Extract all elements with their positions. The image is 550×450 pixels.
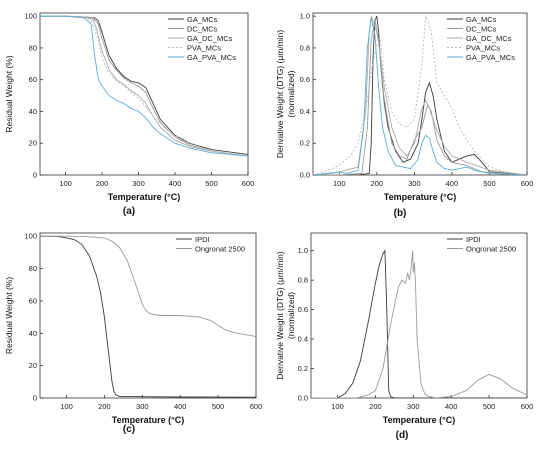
series-line-pva-mcs — [40, 15, 248, 157]
x-tick-label: 400 — [445, 402, 458, 411]
y-axis-label: (normalized) — [286, 292, 296, 339]
x-axis-label: Temperature (°C) — [383, 415, 455, 425]
y-tick-label: 40 — [29, 329, 37, 338]
series-line-ga-pva-mcs — [40, 15, 248, 157]
y-axis-label: Derivative Weight (DTG) (μm/min) — [275, 251, 285, 380]
series-line-ga-dc-mcs — [40, 15, 248, 157]
legend-label: GA_MCs — [466, 15, 497, 24]
series-line-ga-pva-mcs — [313, 17, 527, 175]
y-axis-label: Residual Weight (%) — [4, 277, 14, 354]
y-tick-label: 1.0 — [300, 12, 310, 21]
y-tick-label: 100 — [24, 12, 37, 21]
legend-label: PVA_MCs — [187, 44, 221, 53]
y-tick-label: 80 — [29, 43, 37, 52]
legend-label: Ongronat 2500 — [466, 245, 516, 254]
y-tick-label: 0 — [33, 394, 37, 403]
legend-label: IPDI — [466, 235, 481, 244]
y-tick-label: 0.6 — [300, 75, 310, 84]
panel-d: 100 200 300 400 500 600 0.0 0.2 0.4 0.6 0.8 1.0 Temp… — [275, 232, 534, 441]
legend-label: PVA_MCs — [466, 44, 500, 53]
plot-frame — [310, 232, 528, 399]
y-tick-label: 0.2 — [298, 364, 308, 373]
y-tick-label: 0.2 — [300, 139, 310, 148]
x-axis-label: Temperature (°C) — [384, 192, 456, 202]
plot-frame — [39, 232, 257, 399]
x-tick-label: 500 — [205, 179, 218, 188]
plot-frame — [39, 12, 249, 176]
panel-label: (c) — [123, 424, 135, 435]
y-axis-label: Residual Weight (%) — [4, 55, 14, 132]
x-tick-label: 400 — [174, 402, 187, 411]
x-tick-label: 200 — [96, 179, 109, 188]
series-line-ongronat-2500 — [311, 250, 527, 398]
x-tick-label: 500 — [483, 402, 496, 411]
x-tick-label: 300 — [136, 402, 149, 411]
x-tick-label: 100 — [59, 179, 72, 188]
y-tick-label: 100 — [24, 232, 37, 241]
y-tick-label: 0.4 — [298, 335, 308, 344]
x-tick-label: 300 — [407, 402, 420, 411]
x-tick-label: 600 — [521, 179, 534, 188]
legend-label: DC_MCs — [466, 25, 497, 34]
x-tick-label: 200 — [369, 402, 382, 411]
series-line-dc-mcs — [40, 15, 248, 157]
x-tick-label: 100 — [333, 179, 346, 188]
series-line-ipdi — [311, 249, 527, 398]
x-tick-label: 200 — [98, 402, 111, 411]
x-tick-label: 200 — [371, 179, 384, 188]
legend-label: GA_MCs — [187, 15, 218, 24]
x-tick-label: 600 — [250, 402, 263, 411]
legend-label: GA_DC_MCs — [466, 34, 512, 43]
y-tick-label: 80 — [29, 264, 37, 273]
series-line-ga-mcs — [40, 15, 248, 155]
y-tick-label: 0.0 — [300, 171, 310, 180]
legend-label: IPDI — [195, 235, 210, 244]
y-tick-label: 60 — [29, 75, 37, 84]
y-tick-label: 1.0 — [298, 246, 308, 255]
y-tick-label: 20 — [29, 139, 37, 148]
y-axis-label: Derivative Weight (DTG) (μm/min) — [275, 30, 285, 159]
x-tick-label: 400 — [446, 179, 459, 188]
series-line-ga-mcs — [313, 16, 527, 175]
x-tick-label: 300 — [132, 179, 145, 188]
y-tick-label: 0 — [33, 171, 37, 180]
series-line-pva-mcs — [313, 16, 527, 175]
y-tick-label: 0.8 — [298, 276, 308, 285]
y-tick-label: 40 — [29, 107, 37, 116]
y-tick-label: 0.4 — [300, 107, 310, 116]
y-tick-label: 0.6 — [298, 305, 308, 314]
panel-label: (d) — [396, 430, 409, 441]
series-line-dc-mcs — [313, 19, 527, 175]
legend-label: DC_MCs — [187, 25, 218, 34]
panel-b: 100 200 300 400 500 600 0.0 0.2 0.4 0.6 0.8 1.0 Temp… — [275, 12, 533, 219]
legend-label: GA_DC_MCs — [187, 34, 233, 43]
panel-c: 100 200 300 400 500 600 0 20 40 60 80 100 Temperatur… — [4, 232, 262, 435]
y-tick-label: 20 — [29, 361, 37, 370]
panel-a: 100 200 300 400 500 600 0 20 40 60 80 100 Temperatur… — [4, 12, 254, 217]
plot-frame — [312, 12, 528, 176]
x-tick-label: 100 — [60, 402, 73, 411]
y-tick-label: 0.0 — [298, 394, 308, 403]
x-axis-label: Temperature (°C) — [112, 415, 184, 425]
x-tick-label: 600 — [242, 179, 255, 188]
x-tick-label: 600 — [521, 402, 534, 411]
series-line-ga-dc-mcs — [313, 16, 527, 175]
x-tick-label: 500 — [212, 402, 225, 411]
legend-label: Ongronat 2500 — [195, 245, 245, 254]
series-line-ongronat-2500 — [40, 235, 256, 337]
series-line-ipdi — [40, 235, 256, 398]
x-tick-label: 400 — [169, 179, 182, 188]
panel-label: (b) — [394, 208, 407, 219]
x-axis-label: Temperature (°C) — [108, 192, 180, 202]
y-axis-label: (normalized) — [286, 70, 296, 117]
x-tick-label: 100 — [331, 402, 344, 411]
y-tick-label: 0.8 — [300, 43, 310, 52]
x-tick-label: 500 — [483, 179, 496, 188]
legend-label: GA_PVA_MCs — [187, 53, 236, 62]
x-tick-label: 300 — [408, 179, 421, 188]
legend-label: GA_PVA_MCs — [466, 53, 515, 62]
panel-label: (a) — [123, 206, 135, 217]
y-tick-label: 60 — [29, 296, 37, 305]
